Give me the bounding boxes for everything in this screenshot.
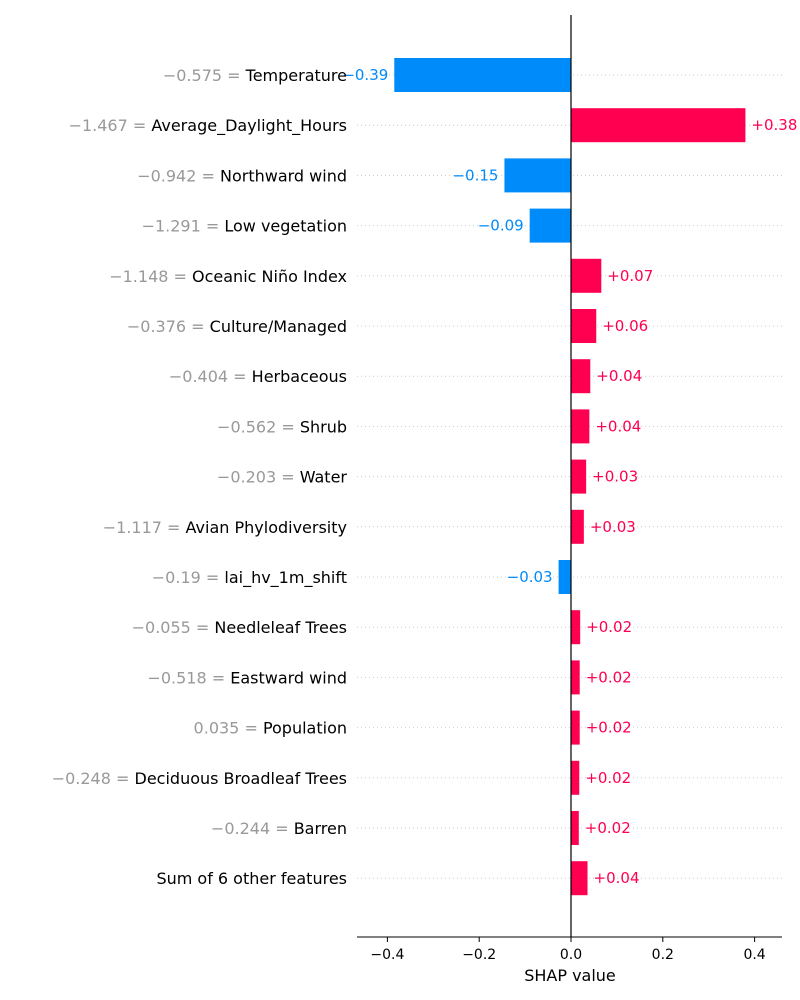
shap-bar: [571, 811, 579, 845]
feature-name: Low vegetation: [224, 217, 347, 236]
feature-value: −1.467 =: [69, 116, 152, 135]
feature-value: −0.19 =: [152, 568, 225, 587]
feature-name: Culture/Managed: [210, 317, 347, 336]
feature-value: −0.518 =: [147, 668, 230, 687]
row-guide-lines: [357, 74, 782, 879]
x-tick-label: 0.2: [652, 947, 674, 963]
shap-value-label: −0.39: [342, 66, 388, 84]
shap-value-label: +0.03: [590, 518, 636, 536]
feature-name: Deciduous Broadleaf Trees: [135, 769, 348, 788]
feature-label: −0.203 = Water: [217, 468, 348, 487]
shap-bar: [571, 660, 580, 695]
feature-name: Barren: [294, 819, 347, 838]
feature-name: Shrub: [300, 417, 347, 436]
feature-labels: −0.575 = Temperature −1.467 = Average_Day…: [52, 66, 348, 888]
shap-value-label: −0.09: [478, 217, 524, 235]
feature-label: −0.244 = Barren: [211, 819, 347, 838]
feature-value: −0.203 =: [217, 468, 300, 487]
feature-label: −0.19 = lai_hv_1m_shift: [152, 568, 347, 588]
shap-value-label: +0.03: [592, 468, 638, 486]
feature-name: Average_Daylight_Hours: [151, 116, 347, 136]
feature-label: −1.148 = Oceanic Niño Index: [109, 267, 347, 286]
shap-bar: [571, 459, 587, 494]
feature-label: Sum of 6 other features: [156, 869, 347, 888]
shap-bar: [571, 258, 602, 293]
feature-label: −0.942 = Northward wind: [137, 166, 347, 185]
feature-value: −0.248 =: [52, 769, 135, 788]
shap-value-label: −0.03: [507, 568, 553, 586]
shap-bar: [529, 208, 571, 243]
feature-value: −0.055 =: [132, 618, 215, 637]
x-axis-title: SHAP value: [524, 966, 616, 985]
feature-value: −0.562 =: [217, 417, 300, 436]
feature-value: −1.148 =: [109, 267, 192, 286]
x-tick-label: −0.2: [462, 947, 496, 963]
feature-label: −1.467 = Average_Daylight_Hours: [69, 116, 347, 136]
shap-value-label: +0.02: [585, 769, 631, 787]
shap-bar: [394, 58, 571, 92]
feature-name: Oceanic Niño Index: [192, 267, 347, 286]
shap-value-label: +0.04: [595, 417, 641, 435]
feature-name: Needleleaf Trees: [214, 618, 347, 637]
feature-value: −0.404 =: [169, 367, 252, 386]
x-tick-label: −0.4: [370, 947, 404, 963]
feature-name: Herbaceous: [252, 367, 347, 386]
shap-bar: [571, 509, 584, 544]
shap-value-label: +0.02: [586, 668, 632, 686]
shap-bar: [571, 359, 591, 394]
shap-value-label: +0.07: [607, 267, 653, 285]
feature-label: −0.055 = Needleleaf Trees: [132, 618, 347, 637]
feature-name: lai_hv_1m_shift: [224, 568, 347, 588]
feature-value: −0.376 =: [127, 317, 210, 336]
shap-bar: [558, 560, 571, 594]
feature-name: Sum of 6 other features: [156, 869, 347, 888]
shap-value-label: +0.38: [751, 116, 797, 134]
shap-value-label: +0.04: [594, 869, 640, 887]
feature-value: −1.117 =: [103, 518, 186, 537]
feature-name: Eastward wind: [230, 668, 347, 687]
shap-value-label: +0.02: [585, 819, 631, 837]
shap-value-label: +0.02: [586, 618, 632, 636]
x-tick-label: 0.4: [743, 947, 765, 963]
feature-name: Temperature: [245, 66, 347, 85]
feature-name: Northward wind: [220, 166, 347, 185]
x-tick-label: 0.0: [560, 947, 582, 963]
shap-bar: [571, 409, 590, 444]
shap-bar: [571, 108, 746, 143]
feature-name: Avian Phylodiversity: [186, 518, 347, 537]
x-axis: −0.4 −0.2 0.0 0.2 0.4: [357, 15, 782, 963]
shap-bar: [571, 760, 580, 795]
feature-label: −0.562 = Shrub: [217, 417, 347, 436]
feature-label: −0.404 = Herbaceous: [169, 367, 347, 386]
shap-bar: [504, 158, 571, 193]
shap-bar: [571, 309, 597, 343]
feature-label: 0.035 = Population: [194, 719, 347, 738]
feature-value: −0.575 =: [163, 66, 246, 85]
feature-value: −0.942 =: [137, 166, 220, 185]
feature-label: −1.291 = Low vegetation: [142, 217, 347, 236]
shap-bar: [571, 610, 581, 645]
shap-bar: [571, 861, 588, 896]
feature-name: Population: [263, 719, 347, 738]
feature-label: −0.248 = Deciduous Broadleaf Trees: [52, 769, 347, 788]
feature-value: −0.244 =: [211, 819, 294, 838]
bars: −0.39 +0.38 −0.15 −0.09 +0.07 +0.06 +0.04 +0.04…: [342, 58, 797, 896]
feature-label: −0.575 = Temperature: [163, 66, 347, 85]
shap-value-label: −0.15: [452, 166, 498, 184]
feature-label: −1.117 = Avian Phylodiversity: [103, 518, 347, 537]
shap-value-label: +0.04: [596, 367, 642, 385]
shap-value-label: +0.06: [602, 317, 648, 335]
feature-value: −1.291 =: [142, 217, 225, 236]
feature-label: −0.518 = Eastward wind: [147, 668, 347, 687]
feature-name: Water: [300, 468, 348, 487]
shap-bar: [571, 710, 580, 745]
feature-label: −0.376 = Culture/Managed: [127, 317, 347, 336]
shap-value-label: +0.02: [586, 719, 632, 737]
feature-value: 0.035 =: [194, 719, 263, 738]
